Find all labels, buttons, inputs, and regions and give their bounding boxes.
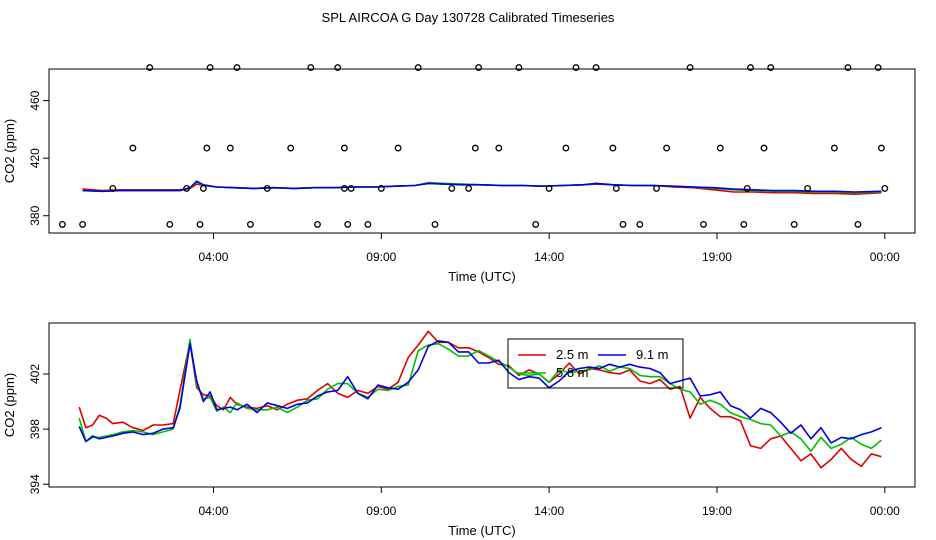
legend-label-5-8-m: 5.8 m	[556, 365, 589, 380]
data-point	[340, 184, 348, 192]
data-point	[129, 144, 137, 152]
data-point	[532, 220, 540, 228]
data-point	[79, 220, 87, 228]
data-point	[183, 184, 191, 192]
legend-box	[507, 338, 684, 389]
data-point	[881, 184, 889, 192]
data-point	[636, 220, 644, 228]
data-point	[109, 184, 117, 192]
y-axis-label: CO2 (ppm)	[2, 373, 17, 437]
data-point	[394, 144, 402, 152]
y-tick-label: 398	[28, 419, 42, 439]
x-tick-label: 09:00	[366, 504, 396, 518]
x-tick-label: 04:00	[198, 250, 228, 264]
y-tick-label: 394	[28, 474, 42, 494]
data-point	[844, 64, 852, 72]
data-point	[307, 64, 315, 72]
data-point	[314, 220, 321, 228]
data-point	[747, 64, 754, 72]
data-point	[465, 184, 473, 192]
series-line-5-8-m	[78, 338, 882, 453]
data-point	[334, 64, 342, 72]
series-line-9-1-m	[78, 340, 882, 444]
data-point	[233, 64, 241, 72]
data-point	[767, 64, 775, 72]
x-tick-label: 19:00	[702, 504, 732, 518]
y-tick-label: 402	[28, 364, 42, 384]
data-point	[545, 184, 553, 192]
data-point	[609, 144, 617, 152]
series-line-9-1-m	[82, 180, 882, 193]
data-point	[495, 144, 503, 152]
data-point	[199, 184, 207, 192]
data-point	[877, 144, 885, 152]
y-tick-label: 460	[28, 90, 42, 110]
data-point	[340, 144, 348, 152]
data-point	[874, 64, 882, 72]
data-point	[740, 220, 748, 228]
x-tick-label: 14:00	[534, 250, 564, 264]
data-point	[612, 184, 620, 192]
data-point	[760, 144, 768, 152]
data-point	[700, 220, 707, 228]
data-point	[431, 220, 439, 228]
x-tick-label: 09:00	[366, 250, 396, 264]
plot-frame	[48, 68, 916, 234]
x-tick-label: 14:00	[534, 504, 564, 518]
data-point	[287, 144, 295, 152]
data-point	[347, 184, 355, 192]
data-point	[686, 64, 694, 72]
bottom-chart-panel: 04:00 09:00 14:00 19:00 00:00 394 398 402 Time (…	[2, 322, 916, 538]
data-point	[448, 184, 456, 192]
data-point	[246, 220, 254, 228]
data-point	[804, 184, 812, 192]
x-tick-label: 19:00	[702, 250, 732, 264]
x-axis-label: Time (UTC)	[448, 269, 515, 284]
y-tick-label: 420	[28, 148, 42, 168]
x-axis-label: Time (UTC)	[448, 523, 515, 538]
plot-frame	[48, 322, 916, 488]
legend-label-9-1-m: 9.1 m	[636, 347, 669, 362]
data-point	[790, 220, 798, 228]
data-point	[743, 184, 751, 192]
data-point	[203, 144, 211, 152]
data-point	[653, 184, 660, 192]
data-point	[854, 220, 862, 228]
data-point	[206, 64, 214, 72]
data-point	[592, 64, 600, 72]
x-tick-label: 00:00	[870, 250, 900, 264]
data-point	[226, 144, 234, 152]
data-point	[58, 220, 66, 228]
data-point	[619, 220, 627, 228]
data-point	[364, 220, 372, 228]
series-line-2-5-m	[78, 330, 882, 469]
legend-label-2-5-m: 2.5 m	[556, 347, 589, 362]
data-point	[572, 64, 580, 72]
data-point	[377, 184, 385, 192]
data-point	[475, 64, 483, 72]
data-point	[663, 144, 671, 152]
data-point	[166, 220, 174, 228]
data-point	[471, 144, 479, 152]
y-tick-label: 380	[28, 205, 42, 225]
data-point	[146, 64, 154, 72]
data-point	[414, 64, 422, 72]
figure-title: SPL AIRCOA G Day 130728 Calibrated Times…	[322, 10, 615, 25]
data-point	[344, 220, 352, 228]
x-tick-label: 04:00	[198, 504, 228, 518]
top-chart-panel: 04:00 09:00 14:00 19:00 00:00 380 420 460 Time (…	[2, 64, 916, 284]
data-point	[562, 144, 570, 152]
data-point	[716, 144, 724, 152]
data-point	[830, 144, 838, 152]
data-point	[263, 184, 271, 192]
data-point	[515, 64, 523, 72]
data-point	[196, 220, 204, 228]
x-tick-label: 00:00	[870, 504, 900, 518]
y-axis-label: CO2 (ppm)	[2, 119, 17, 183]
